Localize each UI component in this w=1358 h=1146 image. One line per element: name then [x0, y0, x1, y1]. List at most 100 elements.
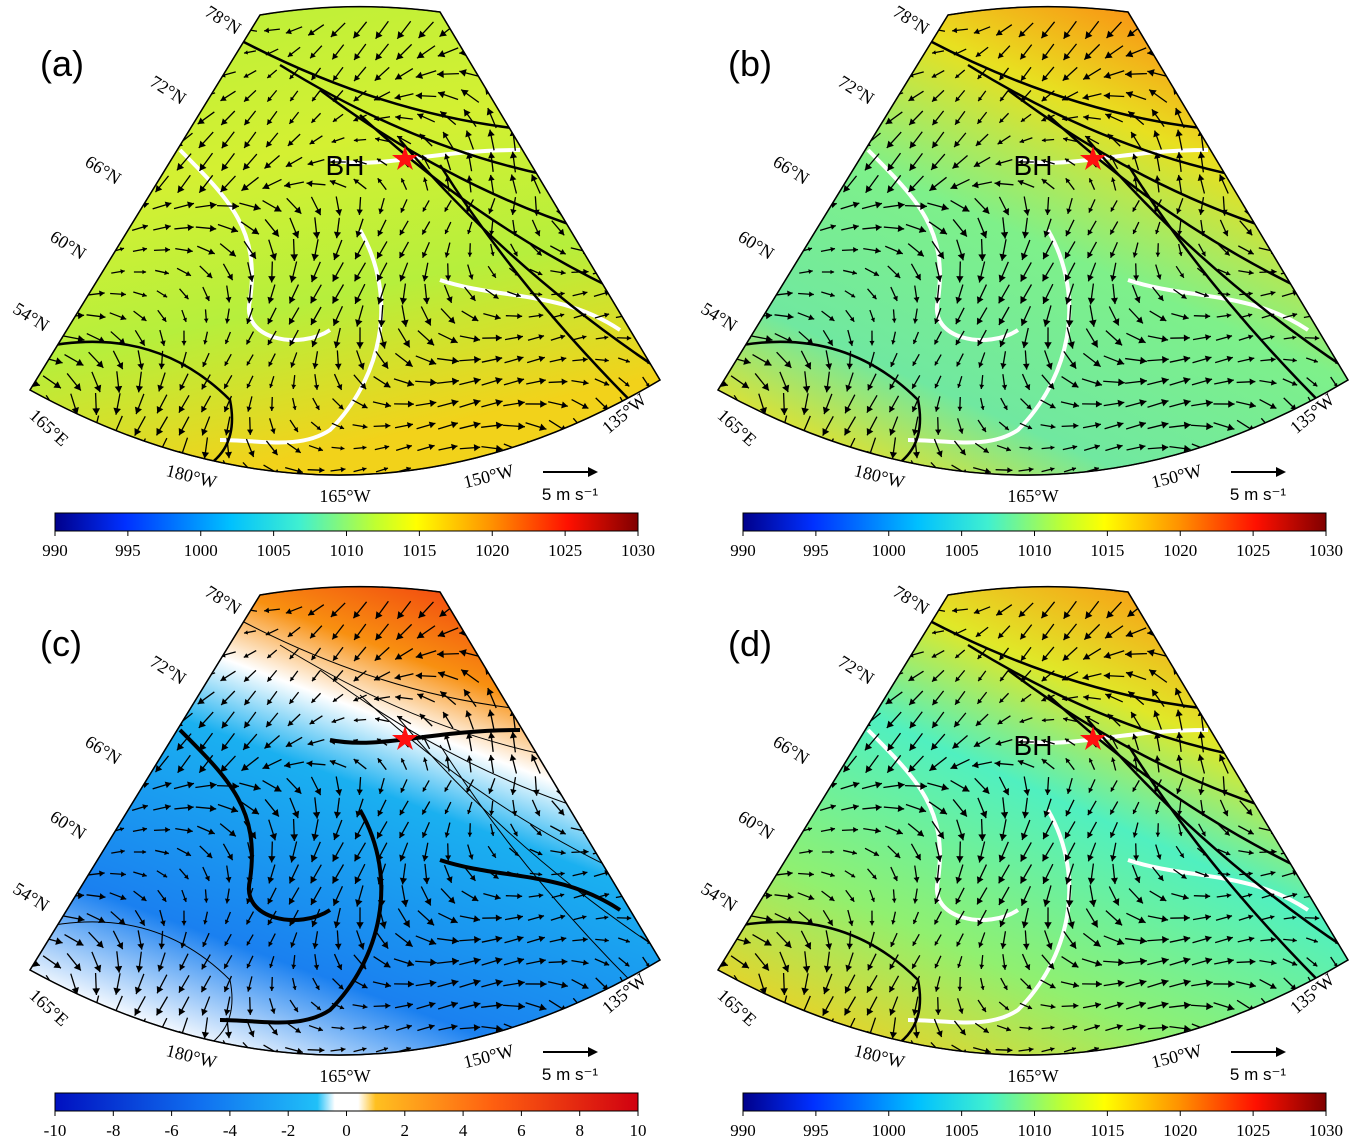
wind-arrow-head: [554, 107, 561, 114]
wind-arrow-head: [576, 1054, 584, 1061]
wind-arrow: [1280, 225, 1300, 231]
wind-arrow-head: [606, 247, 612, 254]
wind-arrow-head: [243, 607, 248, 612]
wind-arrow-head: [643, 22, 648, 27]
wind-arrow: [1241, 625, 1251, 640]
wind-arrow: [90, 667, 101, 686]
wind-arrow: [617, 133, 631, 148]
wind-arrow: [713, 761, 724, 767]
wind-arrow-head: [1240, 25, 1245, 30]
wind-arrow-head: [180, 604, 185, 609]
wind-arrow: [707, 940, 729, 941]
wind-arrow: [758, 666, 765, 686]
lat-label: 54°N: [10, 298, 53, 335]
wind-arrow: [600, 25, 605, 36]
wind-arrow: [1324, 827, 1345, 833]
wind-arrow: [1222, 687, 1225, 709]
wind-arrow-head: [754, 134, 761, 140]
wind-arrow: [635, 227, 657, 230]
wind-arrow-head: [578, 1031, 585, 1038]
wind-arrow-head: [48, 86, 55, 93]
wind-arrow: [174, 114, 194, 122]
wind-arrow: [42, 291, 61, 297]
wind-arrow: [1241, 45, 1251, 60]
wind-arrow-head: [846, 22, 852, 28]
wind-arrow-head: [722, 913, 729, 921]
wind-arrow-head: [779, 1030, 786, 1037]
wind-arrow-head: [1263, 130, 1270, 137]
wind-arrow-head: [99, 783, 104, 788]
wind-arrow-head: [776, 691, 783, 698]
wind-arrow-head: [576, 45, 581, 50]
wind-arrow: [620, 690, 628, 707]
wind-arrow-head: [1305, 133, 1312, 140]
wind-arrow-head: [91, 1009, 98, 1016]
wind-arrow-head: [774, 135, 781, 142]
wind-arrow: [175, 651, 193, 657]
wind-arrow-head: [70, 451, 77, 458]
wind-arrow-head: [721, 848, 727, 855]
wind-arrow: [708, 291, 728, 297]
wind-arrow: [840, 135, 860, 145]
wind-arrow-head: [505, 627, 512, 633]
wind-arrow: [795, 139, 816, 140]
wind-arrow-head: [91, 63, 98, 70]
wind-arrow: [1303, 737, 1322, 747]
wind-arrow-head: [801, 472, 807, 479]
wind-arrow-head: [938, 471, 945, 478]
wind-arrow: [93, 63, 99, 84]
lon-label: 180°W: [852, 460, 907, 492]
wind-arrow-head: [736, 1052, 741, 1058]
wind-arrow-head: [579, 207, 586, 214]
wind-arrow: [90, 87, 101, 106]
wind-arrow-head: [227, 1052, 234, 1059]
wind-arrow: [1324, 247, 1345, 253]
wind-arrow-head: [713, 157, 718, 162]
wind-arrow-head: [713, 761, 717, 765]
wind-arrow-head: [201, 605, 206, 610]
wind-arrow-head: [786, 827, 790, 831]
wind-arrow-head: [1308, 1031, 1315, 1037]
wind-arrow-head: [824, 21, 830, 27]
wind-arrow: [1244, 666, 1247, 686]
wind-arrow: [90, 807, 103, 810]
wind-arrow: [798, 668, 813, 684]
wind-arrow: [708, 871, 728, 877]
wind-arrow: [175, 71, 193, 77]
wind-arrow-head: [45, 738, 50, 743]
wind-arrow-head: [515, 1050, 522, 1057]
wind-arrow-head: [1195, 66, 1202, 73]
wind-arrow: [556, 129, 560, 151]
wind-arrow-head: [66, 762, 71, 767]
wind-arrow-head: [823, 1030, 830, 1038]
wind-arrow-head: [151, 695, 158, 703]
wind-arrow: [156, 44, 167, 59]
wind-arrow: [1217, 46, 1231, 59]
wind-arrow-head: [133, 66, 140, 73]
wind-arrow-head: [33, 827, 39, 833]
wind-arrow: [1329, 111, 1340, 124]
colorbar-tick-label: 990: [42, 541, 68, 560]
wind-arrow-head: [505, 606, 511, 613]
wind-arrow-head: [1170, 27, 1177, 34]
wind-arrow: [528, 607, 544, 613]
wind-arrow-head: [620, 668, 626, 673]
wind-arrow-head: [757, 666, 764, 673]
wind-arrow-head: [885, 651, 890, 657]
wind-arrow: [708, 270, 728, 273]
wind-arrow-head: [531, 645, 537, 652]
wind-arrow: [505, 48, 523, 57]
wind-arrow-head: [736, 666, 743, 673]
wind-arrow: [756, 808, 769, 809]
wind-arrow-head: [76, 806, 80, 811]
wind-arrow: [1221, 86, 1227, 107]
wind-arrow-head: [1241, 709, 1249, 716]
wind-arrow: [709, 249, 727, 250]
wind-arrow-head: [1219, 666, 1226, 673]
wind-arrow: [1285, 711, 1295, 729]
wind-arrow-head: [528, 26, 534, 32]
wind-arrow-head: [30, 786, 35, 791]
wind-arrow-head: [482, 48, 489, 55]
wind-arrow-head: [1170, 607, 1177, 614]
wind-arrow-head: [714, 689, 720, 695]
